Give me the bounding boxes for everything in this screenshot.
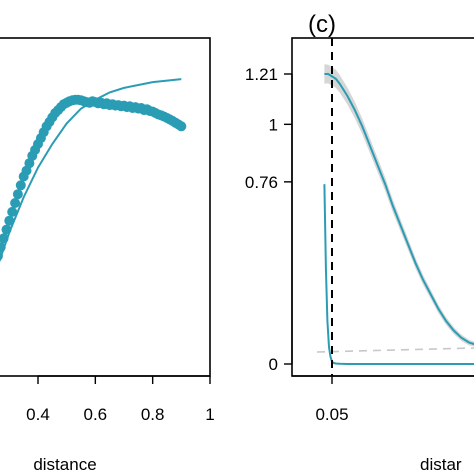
left-points-group <box>0 94 187 261</box>
right-x-axis-label: distar <box>420 455 462 474</box>
left-x-axis: 0.4 0.6 0.8 1 <box>26 375 215 424</box>
right-x-axis: 0.05 <box>292 375 474 424</box>
left-data-point <box>0 251 3 261</box>
decay-curve-smooth <box>324 73 474 346</box>
right-y-tick-label: 0 <box>269 355 278 374</box>
right-y-tick-label: 0.76 <box>245 173 278 192</box>
panel-label-c: (c) <box>308 11 336 38</box>
left-x-tick-label: 0.6 <box>84 405 108 424</box>
reference-dashed-line <box>316 347 474 353</box>
left-data-point <box>15 180 26 191</box>
left-x-axis-label: distance <box>33 455 96 474</box>
right-y-tick-label: 1 <box>269 115 278 134</box>
left-data-point <box>12 189 23 200</box>
left-data-point <box>0 242 6 253</box>
left-panel: 0.4 0.6 0.8 1 distance <box>0 37 215 474</box>
left-data-point <box>7 206 18 217</box>
right-y-axis: 0 0.76 1 1.21 <box>245 65 293 374</box>
right-panel: (c) 0 0.76 1 1.21 0.05 distar <box>245 11 474 474</box>
right-x-tick-label: 0.05 <box>315 405 348 424</box>
left-data-point <box>0 233 9 244</box>
left-x-tick-label: 0.8 <box>141 405 165 424</box>
confidence-band <box>324 64 474 347</box>
left-data-point <box>10 198 21 208</box>
left-x-tick-label: 1 <box>205 405 214 424</box>
left-data-point <box>176 121 187 132</box>
left-x-tick-label: 0.4 <box>26 405 50 424</box>
decay-curve-sharp <box>323 184 474 365</box>
left-data-point <box>1 224 12 235</box>
left-plot-frame <box>0 37 211 377</box>
right-y-tick-label: 1.21 <box>245 65 278 84</box>
left-data-point <box>4 215 15 226</box>
